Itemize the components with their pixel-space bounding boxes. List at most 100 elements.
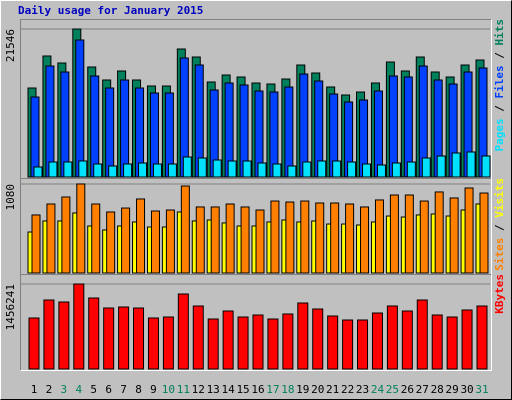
- x-tick-label: 30: [460, 383, 473, 396]
- bar: [376, 164, 386, 178]
- bar: [76, 183, 86, 274]
- bar: [270, 200, 280, 274]
- bar: [330, 202, 340, 274]
- legend-separator: /: [493, 99, 506, 119]
- bar: [401, 310, 413, 370]
- bar: [431, 314, 443, 370]
- bar: [374, 199, 384, 274]
- bar: [61, 196, 71, 274]
- bar: [162, 316, 174, 370]
- bar: [147, 317, 159, 370]
- bar: [88, 297, 100, 370]
- bar: [180, 185, 190, 274]
- bar: [466, 151, 476, 178]
- x-tick-label: 20: [311, 383, 324, 396]
- bar: [60, 71, 70, 178]
- legend-entry: KBytes: [493, 274, 506, 314]
- x-tick-label: 31: [475, 383, 488, 396]
- x-tick-label: 14: [222, 383, 236, 396]
- bar: [43, 299, 55, 370]
- bar: [118, 306, 130, 370]
- y-tick-label: 1080: [4, 184, 17, 211]
- legend-entry: Hits: [493, 19, 506, 46]
- bar: [195, 206, 205, 274]
- bar: [227, 160, 237, 178]
- bar: [150, 210, 160, 274]
- bar: [90, 75, 100, 178]
- bar: [451, 152, 461, 178]
- plot-border-dark: [20, 178, 492, 275]
- bar: [78, 160, 88, 178]
- x-tick-label: 7: [120, 383, 127, 396]
- bar: [165, 209, 175, 274]
- x-tick-label: 19: [296, 383, 309, 396]
- bar: [388, 75, 398, 178]
- bar: [373, 90, 383, 178]
- bar: [73, 283, 85, 370]
- bar: [464, 187, 474, 274]
- bar: [389, 194, 399, 274]
- bar: [479, 192, 489, 274]
- bar: [436, 155, 446, 178]
- bar: [63, 161, 73, 178]
- bar: [103, 307, 115, 370]
- bar: [28, 317, 40, 370]
- bar: [404, 194, 414, 274]
- bar: [167, 163, 177, 178]
- bar: [317, 160, 327, 178]
- bar: [212, 159, 222, 178]
- x-tick-label: 18: [281, 383, 294, 396]
- bar: [300, 200, 310, 274]
- bar: [302, 161, 312, 178]
- x-tick-label: 29: [446, 383, 459, 396]
- bar: [371, 312, 383, 370]
- x-tick-label: 2: [46, 383, 53, 396]
- bar: [121, 207, 131, 274]
- bar: [33, 166, 43, 178]
- bar: [210, 206, 220, 274]
- bar: [48, 161, 58, 178]
- bar: [182, 156, 192, 178]
- legend-entry: Sites: [493, 238, 506, 271]
- legend-entry: Files: [493, 65, 506, 98]
- bar: [58, 301, 70, 370]
- x-tick-label: 25: [386, 383, 399, 396]
- legend-separator: /: [493, 46, 506, 66]
- x-tick-label: 5: [90, 383, 97, 396]
- bar: [406, 161, 416, 178]
- bar: [105, 87, 115, 178]
- bar: [120, 79, 130, 178]
- bar: [272, 163, 282, 178]
- bar: [136, 198, 146, 274]
- bar: [332, 160, 342, 178]
- x-tick-label: 10: [162, 383, 175, 396]
- x-tick-label: 13: [207, 383, 220, 396]
- legend: Pages / Files / Hits: [493, 19, 506, 152]
- bar: [207, 318, 219, 370]
- x-tick-label: 1: [31, 383, 38, 396]
- x-tick-label: 22: [341, 383, 354, 396]
- x-tick-label: 23: [356, 383, 369, 396]
- bar: [391, 162, 401, 178]
- bar: [106, 211, 116, 274]
- x-tick-label: 26: [401, 383, 414, 396]
- bar: [416, 299, 428, 370]
- plot-border-light: [20, 274, 492, 371]
- bar: [461, 309, 473, 370]
- x-tick-label: 21: [326, 383, 339, 396]
- x-tick-label: 12: [192, 383, 205, 396]
- bar: [342, 319, 354, 370]
- chart-title: Daily usage for January 2015: [18, 4, 203, 17]
- bar: [108, 165, 118, 178]
- bar: [362, 163, 372, 178]
- bar: [252, 314, 264, 370]
- bar: [138, 162, 148, 178]
- bar: [285, 201, 295, 274]
- x-tick-label: 27: [416, 383, 429, 396]
- bar: [30, 96, 40, 178]
- bar: [242, 160, 252, 178]
- plot-border-dark: [20, 19, 492, 179]
- bar: [434, 191, 444, 274]
- bar: [446, 316, 458, 370]
